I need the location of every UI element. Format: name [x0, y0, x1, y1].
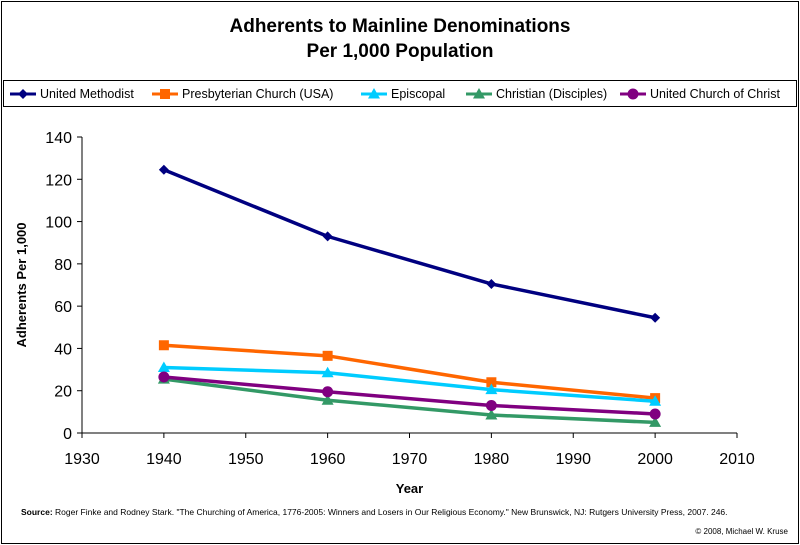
legend-label: United Church of Christ: [650, 86, 780, 101]
series-1: [158, 164, 661, 323]
x-tick-label: 2010: [719, 451, 755, 468]
chart-title: Adherents to Mainline Denominations Per …: [0, 14, 800, 64]
x-tick-label: 2000: [637, 451, 673, 468]
source-note: Source: Roger Finke and Rodney Stark. "T…: [21, 507, 791, 518]
legend-label: United Methodist: [40, 86, 134, 101]
legend-swatch: [152, 88, 178, 99]
x-tick-label: 1970: [392, 451, 428, 468]
data-point: [158, 340, 169, 351]
y-axis-label: Adherents Per 1,000: [14, 222, 29, 347]
data-point: [485, 400, 497, 412]
data-point: [649, 408, 661, 420]
legend-swatch-marker: [160, 88, 170, 99]
legend: United Methodist Presbyterian Church (USA…: [3, 80, 797, 107]
y-tick-label: 100: [45, 215, 72, 232]
x-tick-label: 1940: [146, 451, 182, 468]
series-line: [163, 343, 656, 400]
copyright: © 2008, Michael W. Kruse: [695, 527, 788, 536]
x-tick-label: 1930: [64, 451, 100, 468]
data-point: [321, 366, 334, 378]
data-point: [649, 395, 662, 406]
legend-entry: United Church of Christ: [620, 81, 780, 106]
legend-swatch-marker: [627, 88, 639, 99]
series-line: [163, 375, 656, 416]
series-2: [158, 340, 661, 404]
legend-entry: Christian (Disciples): [466, 81, 607, 106]
legend-swatch-marker: [368, 87, 380, 98]
series-3: [157, 361, 662, 406]
legend-swatch: [620, 88, 646, 99]
x-tick-label: 1950: [228, 451, 264, 468]
legend-entry: United Methodist: [10, 81, 134, 106]
legend-swatch: [361, 87, 387, 98]
series-line: [163, 377, 656, 425]
data-point: [486, 278, 497, 289]
legend-swatch: [10, 88, 36, 99]
legend-entry: Presbyterian Church (USA): [152, 81, 333, 106]
series-line: [163, 168, 656, 320]
data-point: [322, 386, 334, 398]
data-point: [321, 394, 334, 405]
legend-label: Episcopal: [391, 86, 446, 101]
chart-title-line-2: Per 1,000 Population: [306, 41, 494, 62]
data-point: [485, 383, 498, 395]
data-point: [157, 361, 170, 372]
x-axis-label: Year: [396, 481, 423, 496]
series-line: [163, 365, 656, 404]
data-point: [322, 350, 333, 361]
data-point: [649, 416, 662, 427]
y-tick-label: 80: [54, 257, 72, 274]
y-tick-label: 120: [45, 172, 72, 189]
series-5: [158, 371, 661, 420]
y-tick-label: 60: [54, 299, 72, 316]
data-point: [322, 231, 333, 242]
source-label: Source:: [21, 507, 53, 517]
legend-label: Christian (Disciples): [496, 86, 608, 101]
data-point: [485, 409, 498, 420]
chart-title-line-1: Adherents to Mainline Denominations: [229, 16, 571, 37]
y-tick-label: 40: [54, 341, 72, 358]
legend-swatch-marker: [18, 88, 28, 99]
y-tick-label: 0: [63, 426, 72, 443]
legend-entry: Episcopal: [361, 81, 445, 106]
data-point: [650, 312, 661, 323]
legend-swatch-marker: [473, 87, 485, 98]
x-tick-label: 1990: [555, 451, 591, 468]
legend-label: Presbyterian Church (USA): [182, 86, 334, 101]
legend-swatch: [466, 87, 492, 98]
y-tick-label: 20: [54, 384, 72, 401]
x-tick-label: 1960: [310, 451, 346, 468]
data-point: [158, 371, 170, 383]
x-tick-label: 1980: [474, 451, 510, 468]
data-point: [158, 164, 169, 175]
y-tick-label: 140: [45, 130, 72, 147]
source-text: Roger Finke and Rodney Stark. "The Churc…: [55, 507, 728, 517]
data-point: [486, 377, 497, 388]
